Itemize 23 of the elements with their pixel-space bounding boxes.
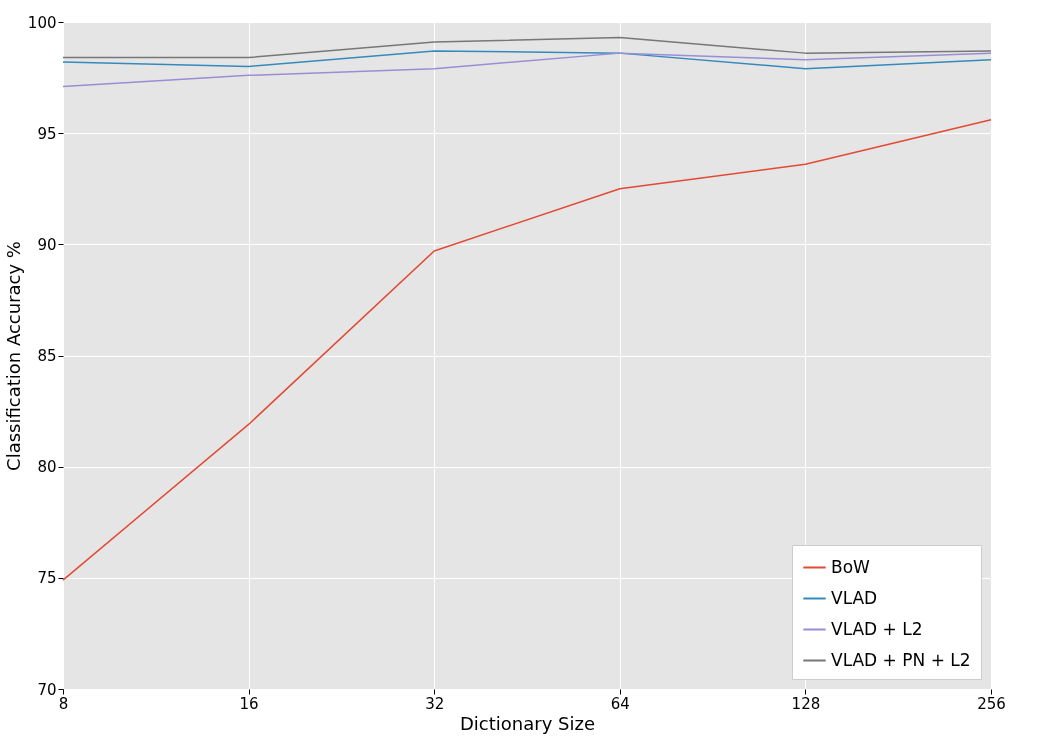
legend-label: VLAD + PN + L2 [831,649,971,670]
legend-label: VLAD + L2 [831,618,923,639]
x-tick-label: 8 [58,694,69,713]
y-tick-label: 75 [37,569,57,588]
x-axis-title: Dictionary Size [460,712,595,734]
y-tick-label: 100 [27,13,57,32]
legend-label: BoW [831,556,871,577]
y-axis-title: Classification Accuracy % [2,241,24,471]
x-tick-label: 16 [239,694,259,713]
x-tick-label: 128 [791,694,821,713]
line-series [62,52,992,88]
x-tick-label: 256 [977,694,1006,713]
y-tick-label: 95 [37,124,57,143]
y-tick-label: 80 [37,458,57,477]
legend-label: VLAD [831,587,878,608]
line-series [62,50,992,70]
line-series [62,119,992,581]
x-tick-label: 32 [425,694,445,713]
x-tick-label: 64 [610,694,630,713]
y-tick-label: 70 [37,680,57,699]
y-tick-label: 90 [37,235,57,254]
line-series [62,36,992,59]
y-tick-label: 85 [37,347,57,365]
